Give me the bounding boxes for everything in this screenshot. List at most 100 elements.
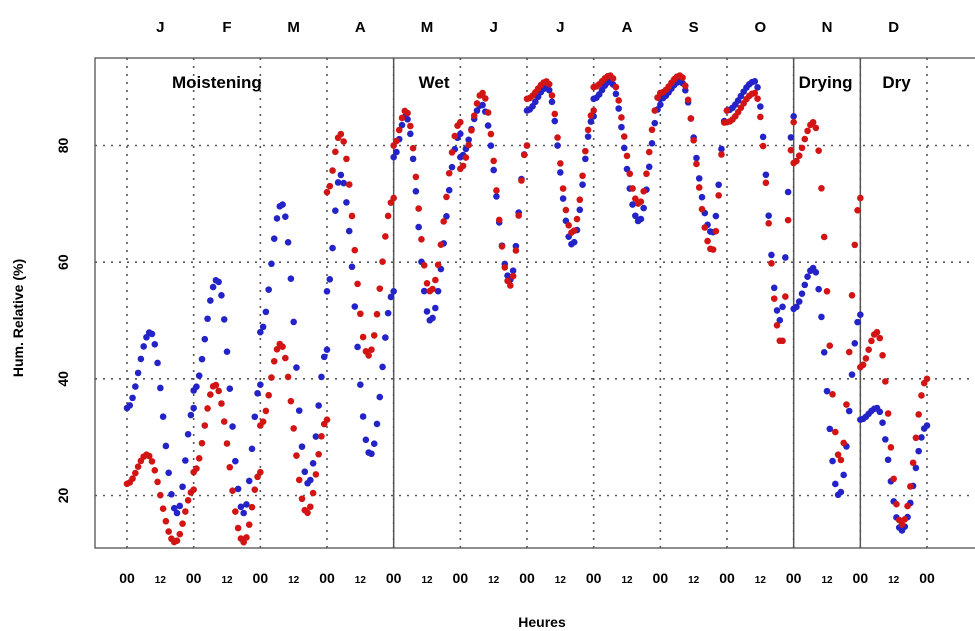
data-point <box>923 375 931 383</box>
data-point <box>382 334 389 341</box>
data-point <box>373 310 381 318</box>
data-point <box>409 144 417 152</box>
data-point <box>790 113 797 120</box>
data-point <box>351 246 359 254</box>
data-point <box>645 148 653 156</box>
data-point <box>840 471 847 479</box>
y-tick-label: 60 <box>55 254 71 270</box>
data-point <box>329 167 336 174</box>
data-point <box>293 452 300 459</box>
data-point <box>479 101 486 109</box>
data-point <box>518 177 525 184</box>
data-point <box>779 337 786 345</box>
data-point <box>890 475 897 483</box>
data-point <box>434 287 442 295</box>
data-point <box>359 333 367 341</box>
data-point <box>548 98 556 106</box>
data-point <box>865 346 872 353</box>
data-point <box>270 357 278 365</box>
month-label: M <box>287 19 300 36</box>
x-axis-title: Heures <box>518 614 566 630</box>
data-point <box>432 304 439 312</box>
x-tick-label: 12 <box>355 575 367 586</box>
data-point <box>234 485 242 493</box>
x-tick-label: 00 <box>519 570 535 586</box>
data-point <box>412 173 420 181</box>
data-point <box>257 381 264 388</box>
data-point <box>223 440 231 447</box>
data-point <box>259 323 267 331</box>
data-point <box>159 413 167 420</box>
data-point <box>854 206 861 214</box>
x-tick-label: 12 <box>755 575 767 586</box>
data-point <box>418 236 425 243</box>
data-point <box>184 430 192 438</box>
data-point <box>690 137 697 144</box>
data-point <box>343 199 350 206</box>
x-tick-label: 12 <box>888 575 900 586</box>
data-point <box>812 268 820 276</box>
data-point <box>451 132 459 140</box>
y-tick-label: 20 <box>55 488 71 504</box>
data-point <box>173 537 181 544</box>
data-point <box>587 112 595 119</box>
data-point <box>793 157 800 165</box>
data-point <box>637 198 645 206</box>
data-point <box>170 504 178 512</box>
data-point <box>904 502 911 510</box>
data-point <box>715 181 722 189</box>
data-point <box>826 342 834 350</box>
data-point <box>559 195 567 202</box>
data-point <box>648 126 656 134</box>
x-tick-label: 00 <box>919 570 935 586</box>
data-point <box>612 83 620 91</box>
data-point <box>462 154 470 161</box>
data-point <box>176 502 184 510</box>
data-point <box>651 107 659 114</box>
data-point <box>837 488 845 496</box>
data-point <box>612 90 620 98</box>
data-point <box>554 142 561 149</box>
data-point <box>307 476 314 484</box>
data-point <box>315 402 322 409</box>
data-point <box>754 83 761 91</box>
data-point <box>640 204 647 212</box>
data-point <box>240 509 247 517</box>
data-point <box>798 290 806 298</box>
data-point <box>132 383 139 390</box>
data-point <box>354 343 361 351</box>
data-point <box>479 89 486 97</box>
data-point <box>923 422 931 429</box>
data-point <box>326 275 334 283</box>
data-point <box>548 92 556 99</box>
data-point <box>557 169 564 176</box>
data-point <box>695 175 703 182</box>
data-point <box>457 130 464 138</box>
data-point <box>287 275 295 282</box>
data-point <box>390 194 397 202</box>
data-point <box>470 112 478 120</box>
plot-frame <box>94 57 975 549</box>
data-point <box>204 405 211 412</box>
data-point <box>640 187 647 195</box>
data-point <box>245 521 253 528</box>
data-point <box>315 450 322 458</box>
data-point <box>712 212 720 220</box>
data-point <box>815 285 822 293</box>
data-point <box>373 420 381 428</box>
data-point <box>487 142 495 149</box>
data-point <box>876 408 884 416</box>
data-point <box>804 273 811 281</box>
data-point <box>893 500 900 508</box>
data-point <box>265 286 272 293</box>
data-point <box>201 335 209 343</box>
data-point <box>857 311 864 318</box>
data-point <box>159 505 167 512</box>
data-point <box>412 187 420 195</box>
data-point <box>859 361 867 369</box>
data-point <box>384 212 392 220</box>
data-point <box>884 410 892 417</box>
data-point <box>429 285 436 293</box>
data-point <box>337 171 345 179</box>
data-point <box>832 480 839 488</box>
